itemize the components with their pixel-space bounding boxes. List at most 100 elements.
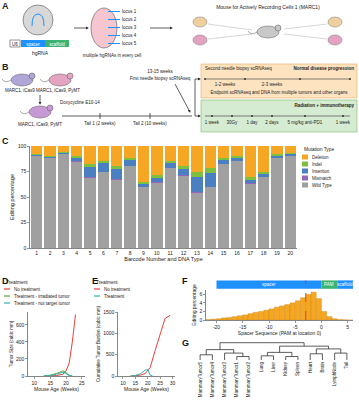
svg-text:0: 0 <box>320 324 323 330</box>
svg-text:50: 50 <box>21 194 27 200</box>
svg-text:200: 200 <box>16 356 25 362</box>
svg-text:8: 8 <box>129 250 132 256</box>
svg-text:15: 15 <box>221 250 227 256</box>
svg-text:30: 30 <box>170 380 176 386</box>
svg-text:-15: -15 <box>239 324 246 330</box>
svg-text:400: 400 <box>16 339 25 345</box>
svg-text:18: 18 <box>261 250 267 256</box>
svg-text:Spacer Sequence (PAM at locati: Spacer Sequence (PAM at location 0) <box>238 330 322 336</box>
svg-text:-20: -20 <box>213 324 220 330</box>
svg-text:12: 12 <box>181 250 187 256</box>
svg-text:1-2 weeks: 1-2 weeks <box>215 82 236 87</box>
svg-text:2: 2 <box>200 308 203 314</box>
svg-text:-10: -10 <box>265 324 272 330</box>
svg-text:U6: U6 <box>12 42 18 47</box>
svg-text:Second needle biopsy scRNAseq: Second needle biopsy scRNAseq <box>205 66 272 71</box>
svg-text:locus 1: locus 1 <box>122 9 137 14</box>
svg-text:scaffold: scaffold <box>337 282 353 287</box>
svg-text:Normal disease progression: Normal disease progression <box>293 66 354 71</box>
svg-text:25: 25 <box>79 380 85 386</box>
svg-text:10: 10 <box>120 380 126 386</box>
svg-text:-5: -5 <box>293 324 298 330</box>
svg-text:Tail: Tail <box>344 362 349 369</box>
svg-text:Insertion: Insertion <box>312 169 330 174</box>
svg-text:20: 20 <box>288 250 294 256</box>
svg-text:1: 1 <box>35 250 38 256</box>
svg-text:No treatment: No treatment <box>14 287 41 292</box>
svg-text:6: 6 <box>102 250 105 256</box>
svg-text:Heart: Heart <box>308 361 313 373</box>
svg-text:600: 600 <box>16 322 25 328</box>
svg-text:13: 13 <box>194 250 200 256</box>
svg-text:16: 16 <box>234 250 240 256</box>
svg-text:Treatment - irradiated tumor: Treatment - irradiated tumor <box>14 294 70 299</box>
svg-text:Endpoint scRNAseq and DNA from: Endpoint scRNAseq and DNA from multiple … <box>211 90 349 95</box>
svg-text:20: 20 <box>145 380 151 386</box>
svg-text:MARC1, iCas9, PyMT: MARC1, iCas9, PyMT <box>36 88 80 93</box>
svg-text:2: 2 <box>49 250 52 256</box>
svg-text:Mouse Age (Weeks): Mouse Age (Weeks) <box>124 386 169 392</box>
svg-text:multiple hgRNAs in every cell: multiple hgRNAs in every cell <box>83 53 142 58</box>
svg-text:Brain: Brain <box>320 361 325 372</box>
svg-text:Spleen: Spleen <box>295 361 300 376</box>
svg-text:Editing percentage: Editing percentage <box>9 174 15 220</box>
svg-text:A: A <box>2 1 9 11</box>
svg-text:Mismatch: Mismatch <box>312 176 332 181</box>
svg-text:3: 3 <box>62 250 65 256</box>
svg-text:0: 0 <box>200 317 203 323</box>
svg-text:MammaryTumor2: MammaryTumor2 <box>247 361 252 397</box>
svg-text:Wild Type: Wild Type <box>312 183 332 188</box>
svg-text:500: 500 <box>106 351 115 357</box>
svg-text:7: 7 <box>115 250 118 256</box>
svg-text:MammaryTumor3: MammaryTumor3 <box>222 361 227 397</box>
svg-text:1500: 1500 <box>103 309 114 315</box>
svg-text:Cumulative Tumor Burden (cubic: Cumulative Tumor Burden (cubic mm) <box>96 306 101 382</box>
svg-text:15: 15 <box>133 380 139 386</box>
svg-text:locus 4: locus 4 <box>122 33 137 38</box>
svg-text:2-3 weeks: 2-3 weeks <box>262 82 283 87</box>
svg-text:0: 0 <box>22 373 25 379</box>
svg-text:10: 10 <box>154 250 160 256</box>
svg-text:Indel: Indel <box>312 162 322 167</box>
svg-text:5: 5 <box>89 250 92 256</box>
svg-text:MARC1, iCas9: MARC1, iCas9 <box>5 88 35 93</box>
svg-text:Liver: Liver <box>271 361 276 371</box>
svg-text:1 day: 1 day <box>246 120 258 125</box>
svg-text:25: 25 <box>21 219 27 225</box>
svg-text:11: 11 <box>168 250 173 256</box>
svg-text:1 week: 1 week <box>205 120 220 125</box>
svg-text:Deletion: Deletion <box>312 155 329 160</box>
svg-text:14: 14 <box>207 250 213 256</box>
svg-text:Treatment: Treatment <box>96 280 118 285</box>
svg-text:75: 75 <box>21 168 27 174</box>
svg-text:locus 5: locus 5 <box>122 41 137 46</box>
svg-text:19: 19 <box>274 250 280 256</box>
svg-text:1 week: 1 week <box>336 120 351 125</box>
svg-text:Barcode Number and DNA Type: Barcode Number and DNA Type <box>124 256 202 262</box>
svg-text:MammaryTumor4: MammaryTumor4 <box>210 361 215 397</box>
svg-text:15: 15 <box>47 380 53 386</box>
svg-text:30Gy: 30Gy <box>227 120 239 125</box>
svg-text:2 days: 2 days <box>265 120 279 125</box>
svg-text:Tail 2 (10 weeks): Tail 2 (10 weeks) <box>133 121 167 126</box>
svg-text:MammaryTumor1: MammaryTumor1 <box>234 361 239 397</box>
svg-text:PAM: PAM <box>324 282 334 287</box>
svg-text:No treatment: No treatment <box>104 287 131 292</box>
svg-text:hgRNA: hgRNA <box>32 50 49 56</box>
svg-text:scaffold: scaffold <box>49 42 65 47</box>
svg-text:First needle biopsy scRNAseq: First needle biopsy scRNAseq <box>130 76 191 81</box>
svg-text:9: 9 <box>142 250 145 256</box>
svg-text:Treatment: Treatment <box>6 280 28 285</box>
svg-text:Mouse for Actively Recording C: Mouse for Actively Recording Cells 1 (MA… <box>216 4 320 10</box>
svg-text:MARC1, iCas9, PyMT: MARC1, iCas9, PyMT <box>18 122 62 127</box>
svg-text:Doxycycline E10-14: Doxycycline E10-14 <box>60 100 100 105</box>
svg-text:Treatment - not target tumor: Treatment - not target tumor <box>14 301 71 306</box>
svg-text:Treatment: Treatment <box>104 294 125 299</box>
svg-text:Editing percentage: Editing percentage <box>191 284 197 326</box>
svg-text:13-15 weeks: 13-15 weeks <box>147 69 173 74</box>
svg-text:spacer: spacer <box>26 42 40 47</box>
svg-text:Radiation + immunotherapy: Radiation + immunotherapy <box>295 103 355 108</box>
svg-text:spacer: spacer <box>262 282 276 287</box>
svg-text:Tumor Size (cubic mm): Tumor Size (cubic mm) <box>9 320 14 367</box>
svg-text:5 mg/kg anti-PD1: 5 mg/kg anti-PD1 <box>288 120 323 125</box>
